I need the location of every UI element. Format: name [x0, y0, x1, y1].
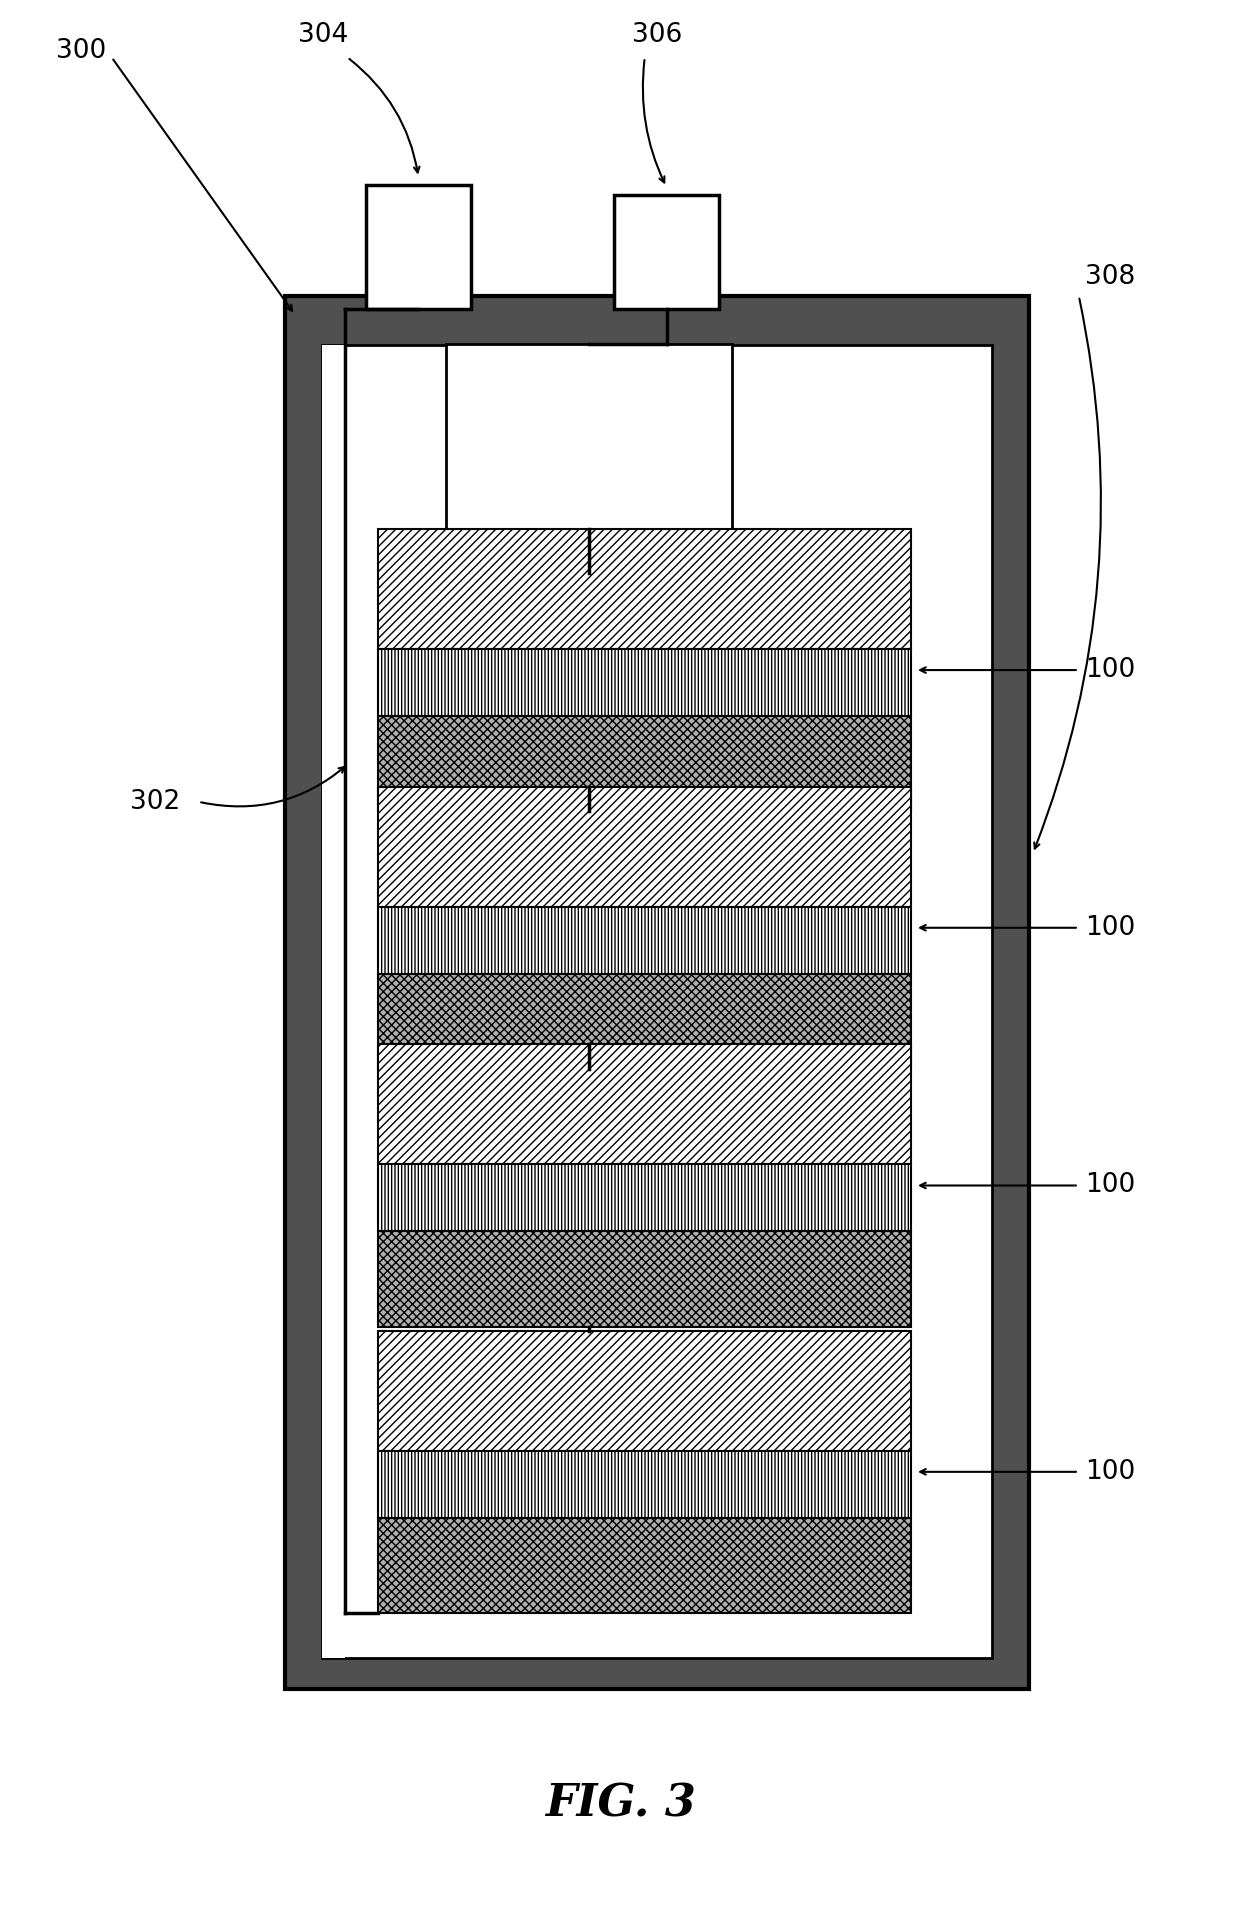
Text: 300: 300	[56, 38, 107, 65]
Bar	[378, 1518, 911, 1613]
Bar	[378, 787, 911, 907]
Bar	[285, 296, 1029, 1689]
Bar	[322, 344, 992, 1657]
Text: 100: 100	[1085, 1172, 1136, 1199]
Text: 100: 100	[1085, 1458, 1136, 1485]
Bar	[446, 344, 732, 573]
Bar	[378, 1451, 911, 1518]
Text: 306: 306	[632, 21, 683, 48]
Text: 304: 304	[298, 21, 348, 48]
Text: 100: 100	[1085, 657, 1136, 683]
Bar	[378, 974, 911, 1069]
Text: FIG. 3: FIG. 3	[544, 1783, 696, 1825]
Bar	[378, 907, 911, 974]
Bar	[378, 1331, 911, 1451]
Text: 100: 100	[1085, 914, 1136, 941]
Text: 302: 302	[130, 788, 181, 815]
Bar	[614, 195, 719, 309]
Bar	[322, 344, 345, 1657]
Text: 308: 308	[1085, 263, 1136, 290]
Bar	[378, 1231, 911, 1327]
Bar	[378, 716, 911, 811]
Bar	[366, 185, 471, 309]
Bar	[378, 1164, 911, 1231]
Bar	[378, 1044, 911, 1164]
Bar	[378, 529, 911, 649]
Bar	[378, 649, 911, 716]
